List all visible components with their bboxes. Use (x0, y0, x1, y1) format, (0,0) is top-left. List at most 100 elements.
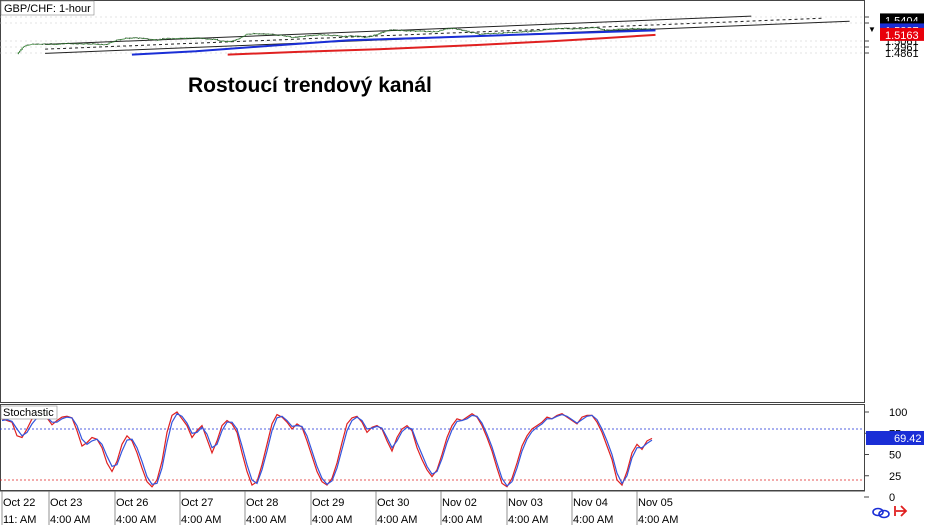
candle-body (47, 44, 49, 45)
candle-body (450, 28, 452, 29)
candle-body (324, 34, 326, 36)
candle-body (357, 35, 359, 37)
candle-body (466, 30, 468, 32)
candle-body (497, 32, 500, 34)
sma-fast-line (131, 29, 656, 56)
candle-body (113, 40, 115, 42)
candle-body (262, 33, 265, 35)
candle-body (319, 34, 321, 36)
candle-body (644, 28, 646, 30)
candle-body (255, 33, 257, 35)
candle-body (557, 28, 560, 29)
candle-body (413, 30, 415, 32)
candle-body (448, 28, 450, 30)
candle-body (17, 52, 19, 55)
osc-label-box (0, 405, 58, 420)
candle-body (265, 33, 267, 35)
candle-body (501, 33, 503, 34)
candle-body (303, 36, 305, 37)
candle-body (108, 42, 110, 45)
candle-body (239, 37, 242, 39)
price-pane: GBP/CHF: 1-hour Rostoucí trendový kanál (0, 0, 865, 403)
candle-body (329, 35, 331, 36)
candle-body (629, 28, 631, 30)
time-date-label: Oct 22 (3, 497, 35, 509)
candle-body (416, 30, 418, 32)
time-date-label: Oct 30 (377, 497, 409, 509)
candle-body (343, 36, 345, 38)
candle-body (315, 34, 317, 36)
candle-body (338, 35, 340, 37)
candle-body (395, 29, 397, 31)
candle-body (374, 34, 376, 36)
time-date-label: Oct 23 (50, 497, 82, 509)
candle-body (577, 28, 579, 30)
candle-body (149, 39, 151, 40)
candle-body (432, 31, 434, 33)
candle-body (488, 33, 491, 35)
candle-body (375, 34, 377, 36)
candle-body (273, 34, 275, 35)
candle-body (24, 46, 26, 48)
candle-body (219, 40, 221, 42)
arrow-right-icon[interactable] (894, 505, 908, 517)
candle-body (626, 28, 629, 30)
candle-body (571, 28, 574, 30)
candle-body (561, 28, 563, 30)
candle-body (621, 28, 623, 30)
candle-body (390, 29, 392, 31)
link-icon[interactable] (872, 507, 890, 519)
candle-body (298, 36, 300, 38)
time-date-label: Nov 02 (442, 497, 477, 509)
candle-body (545, 29, 547, 31)
candle-body (404, 30, 406, 32)
candle-body (588, 27, 590, 29)
candle-body (586, 27, 588, 29)
candle-body (376, 34, 378, 36)
candle-body (259, 33, 261, 35)
candle-body (451, 28, 454, 29)
candle-body (322, 34, 325, 36)
candle-body (165, 38, 168, 40)
candle-body (569, 28, 571, 30)
candle-body (490, 33, 492, 35)
candle-body (241, 36, 243, 38)
candle-body (593, 27, 595, 29)
time-hour-label: 4:00 AM (638, 514, 678, 525)
candle-body (492, 33, 494, 34)
candle-body (427, 31, 429, 32)
candle-body (443, 29, 445, 31)
candle-body (268, 33, 270, 35)
candle-body (362, 36, 364, 38)
candle-body (592, 27, 594, 29)
candle-body (65, 43, 67, 44)
candle-body (204, 38, 206, 40)
candle-body (394, 29, 396, 31)
candle-body (187, 37, 189, 39)
candle-body (531, 30, 533, 32)
candle-body (181, 37, 183, 39)
candle-body (354, 35, 357, 37)
candle-body (291, 37, 293, 38)
candle-body (98, 44, 100, 45)
candle-body (155, 39, 157, 41)
candle-body (85, 43, 87, 45)
candle-body (464, 30, 466, 32)
candle-body (485, 33, 487, 35)
candle-body (426, 31, 428, 33)
candle-body (360, 35, 362, 37)
candle-body (252, 33, 254, 35)
candle-body (584, 27, 586, 29)
candle-body (142, 38, 145, 39)
candle-body (128, 37, 130, 39)
symbol-label: GBP/CHF: 1-hour (4, 3, 91, 15)
candle-body (232, 40, 234, 42)
candle-body (458, 29, 460, 30)
candle-body (62, 43, 64, 45)
candle-body (39, 43, 41, 45)
time-axis: Oct 22 11: AM Oct 23 4:00 AM Oct 26 4:00 AM Oc… (0, 490, 865, 525)
candle-body (305, 35, 307, 37)
candle-body (321, 34, 323, 36)
candle-body (445, 28, 447, 30)
